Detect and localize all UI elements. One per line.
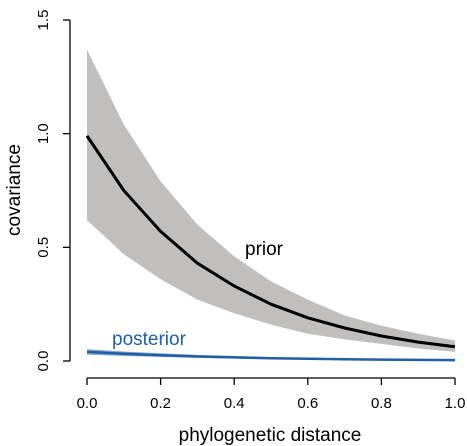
x-tick-label: 0.0 (77, 395, 98, 412)
posterior-mean-line (86, 350, 456, 362)
axes: 0.0 0.2 0.4 0.6 0.8 1.0 0.0 0.5 1.0 1.5 (35, 10, 465, 412)
plot-area (85, 49, 456, 362)
y-tick-label: 1.5 (35, 10, 52, 31)
x-tick-label: 0.8 (371, 395, 392, 412)
x-tick-label: 0.6 (297, 395, 318, 412)
y-tick-label: 0.5 (35, 237, 52, 258)
x-tick-label: 0.2 (150, 395, 171, 412)
y-axis-title: covariance (4, 144, 25, 236)
y-tick-label: 0.0 (35, 351, 52, 372)
prior-annotation: prior (245, 239, 284, 260)
x-tick-label: 0.4 (224, 395, 245, 412)
y-tick-label: 1.0 (35, 123, 52, 144)
x-axis-title: phylogenetic distance (179, 425, 362, 446)
prior-interval-band (87, 49, 455, 352)
x-tick-label: 1.0 (445, 395, 466, 412)
posterior-annotation: posterior (112, 329, 187, 350)
prior-mean-line (85, 135, 456, 349)
